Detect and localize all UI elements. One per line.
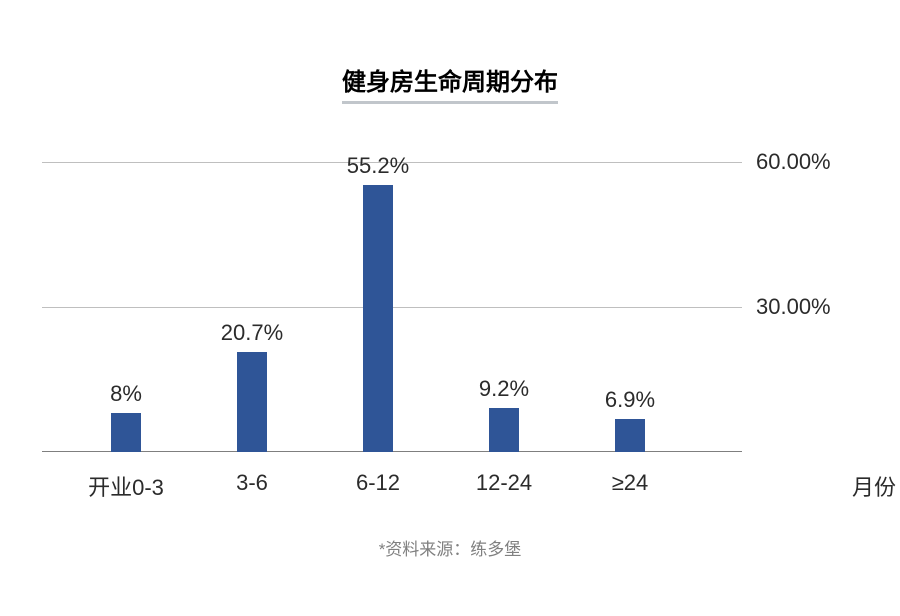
source-note: *资料来源：练多堡 [379, 535, 522, 560]
x-tick-label: ≥24 [612, 470, 649, 496]
bar-value-label: 20.7% [221, 320, 283, 346]
x-axis-unit-label: 月份 [852, 470, 896, 502]
x-tick-label: 3-6 [236, 470, 268, 496]
y-tick-label: 30.00% [756, 294, 831, 320]
bar-value-label: 55.2% [347, 153, 409, 179]
plot-area: 8%20.7%55.2%9.2%6.9% [42, 162, 742, 452]
x-tick-label: 开业0-3 [88, 470, 164, 502]
bar [111, 413, 141, 452]
chart-title: 健身房生命周期分布 [342, 62, 558, 104]
bar [237, 352, 267, 452]
bar [489, 408, 519, 452]
y-tick-label: 60.00% [756, 149, 831, 175]
bar [615, 419, 645, 452]
bar-value-label: 9.2% [479, 376, 529, 402]
bar [363, 185, 393, 452]
x-tick-label: 12-24 [476, 470, 532, 496]
bar-value-label: 6.9% [605, 387, 655, 413]
bar-value-label: 8% [110, 381, 142, 407]
x-tick-label: 6-12 [356, 470, 400, 496]
